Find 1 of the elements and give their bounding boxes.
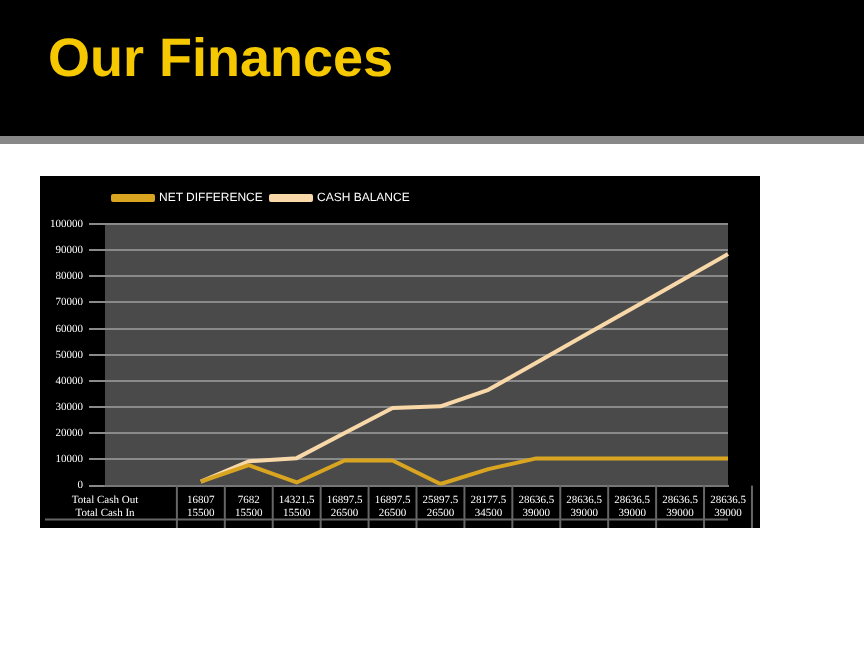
chart-title: Our Finances (48, 28, 394, 90)
